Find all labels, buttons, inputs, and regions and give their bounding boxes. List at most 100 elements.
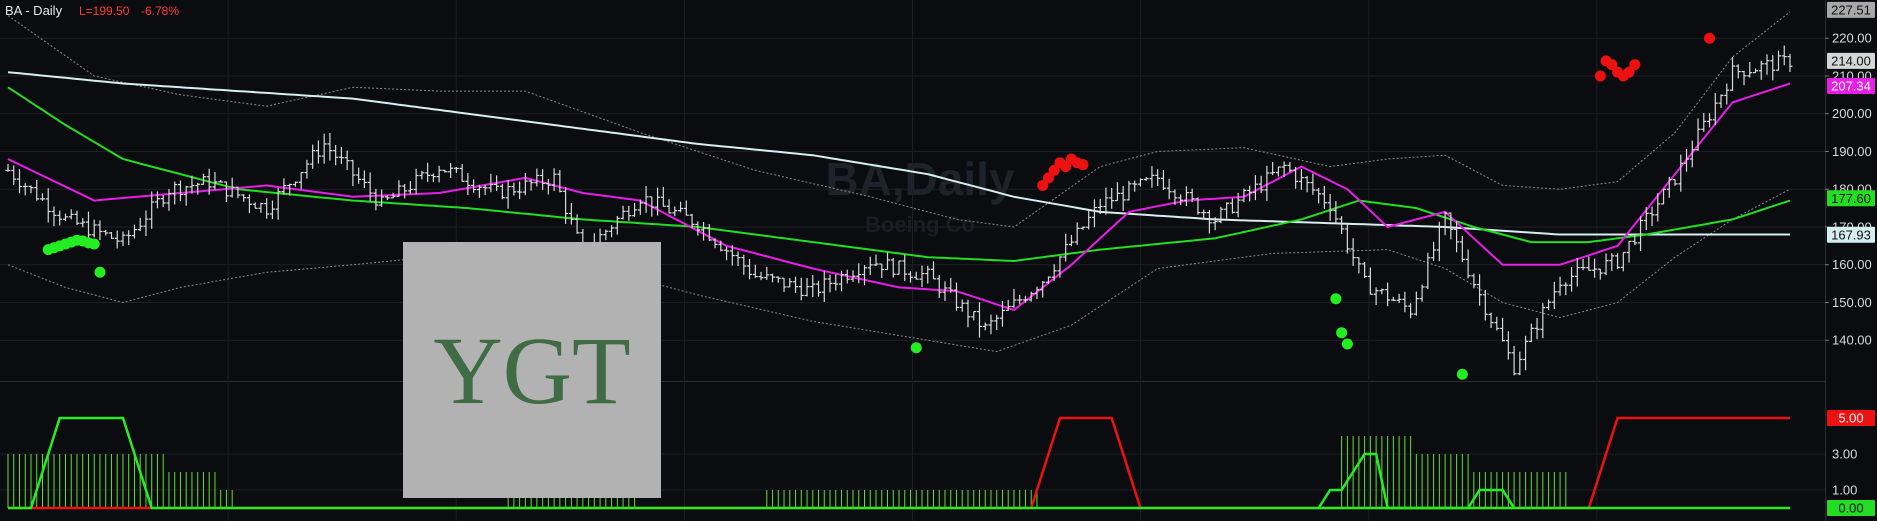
ohlc-bar [1120,186,1126,211]
ohlc-bar [1684,149,1690,172]
sell-signal-dot [1060,161,1072,173]
ohlc-bar [988,314,994,335]
oscillator-up-line-2 [1317,452,1516,510]
osc-marker-badge [1827,410,1875,426]
ohlc-bar [195,182,201,195]
ohlc-bar [292,181,298,187]
ohlc-bar [942,281,948,301]
ohlc-bar [229,177,235,198]
ohlc-bar [390,192,396,199]
ohlc-bar [649,196,655,217]
price-axis[interactable]: 140.00150.00160.00170.00180.00190.00200.… [1825,1,1875,516]
ohlc-bar [1620,251,1626,272]
ohlc-bar [1477,274,1483,306]
ohlc-bar [1166,178,1172,200]
ohlc-bar [706,224,712,241]
ohlc-bar [666,199,672,214]
ohlc-bar [873,254,879,266]
ohlc-bar [1609,253,1615,271]
ohlc-bar [436,165,442,183]
ohlc-bar [1126,180,1132,201]
ohlc-bar [413,168,419,194]
ohlc-bar [1638,216,1644,252]
buy-signal-dot [94,266,106,278]
ohlc-bar [528,179,534,191]
ohlc-bar [344,150,350,171]
price-marker-badge-label: 167.93 [1831,227,1871,242]
ohlc-bar [1344,223,1350,254]
ohlc-bar [1189,188,1195,203]
ohlc-bar [373,188,379,211]
ohlc-bar [143,210,149,236]
ohlc-bar [1379,288,1385,295]
ohlc-bar [764,267,770,280]
ohlc-bar [913,271,919,280]
ohlc-bar [68,209,74,220]
ohlc-bar [936,275,942,298]
ohlc-bar [1206,210,1212,234]
ohlc-bar [264,198,270,219]
ohlc-bar [223,181,229,203]
ohlc-bar [321,133,327,164]
ohlc-bar [333,144,339,166]
ohlc-bar [545,178,551,195]
ohlc-bar [1040,281,1046,298]
ohlc-bar [1298,168,1304,190]
ohlc-bar [948,277,954,293]
ohlc-bar [1172,189,1178,205]
ohlc-bar [1689,140,1695,168]
ohlc-bar [1459,235,1465,262]
ohlc-bar [1764,54,1770,75]
ohlc-bar [494,175,500,191]
ohlc-bar [798,277,804,301]
ohlc-bar [1356,257,1362,274]
price-marker-badge-label: 227.51 [1831,2,1871,17]
ohlc-bar [505,179,511,209]
ohlc-bar [384,195,390,201]
watermark-company: Boeing Co [865,212,975,237]
ohlc-bar [482,184,488,195]
ohlc-bar [1747,62,1753,78]
ohlc-bar [1396,293,1402,304]
ohlc-bar [1500,317,1506,342]
ohlc-bar [1201,209,1207,220]
ohlc-bar [557,169,563,193]
ohlc-bar [1523,335,1529,371]
ohlc-bar [499,183,505,200]
ohlc-bar [97,220,103,241]
ohlc-bar [643,185,649,213]
ohlc-bar [1419,284,1425,302]
ohlc-bar [994,314,1000,331]
ohlc-bar [1632,233,1638,246]
mid-moving-average [7,86,1791,263]
symbol-label: BA - Daily [5,3,63,18]
ohlc-bar [862,265,868,286]
ohlc-bar [1333,201,1339,224]
ohlc-bar [885,252,891,271]
ohlc-bar [810,275,816,298]
osc-tick-label: 3.00 [1832,447,1857,462]
ohlc-bar [758,271,764,281]
ohlc-bar [632,202,638,217]
ohlc-bar [534,168,540,187]
buy-signal-dot [1341,338,1353,350]
ohlc-bar [1017,294,1023,305]
ohlc-bar [1132,180,1138,192]
ohlc-bar [729,245,735,266]
price-marker-badge [1827,1,1875,18]
ohlc-bar [856,263,862,284]
ohlc-bar [1005,299,1011,312]
ohlc-bar [660,186,666,207]
ohlc-bar [1436,221,1442,262]
ohlc-bar [850,270,856,282]
ohlc-bar [1735,64,1741,79]
ohlc-bar [1408,303,1414,319]
ohlc-bar [206,168,212,195]
price-marker-badge-label: 214.00 [1831,53,1871,68]
ohlc-bar [1758,60,1764,80]
ohlc-bar [1137,178,1143,187]
ohlc-bar [1321,185,1327,209]
ohlc-bar [1672,179,1678,186]
ohlc-bar [689,213,695,229]
